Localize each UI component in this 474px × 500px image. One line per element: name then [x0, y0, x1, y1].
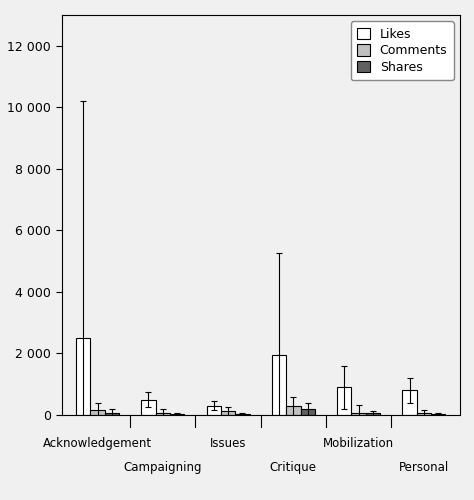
Bar: [76, 338, 91, 415]
Text: Campaigning: Campaigning: [124, 461, 202, 474]
Bar: [431, 414, 446, 415]
Bar: [235, 414, 250, 415]
Bar: [301, 409, 315, 415]
Bar: [141, 400, 155, 415]
Text: Critique: Critique: [270, 461, 317, 474]
Bar: [105, 412, 119, 415]
Bar: [170, 414, 184, 415]
Bar: [366, 413, 380, 415]
Bar: [221, 412, 235, 415]
Bar: [272, 355, 286, 415]
Bar: [155, 412, 170, 415]
Text: Issues: Issues: [210, 437, 246, 450]
Text: Mobilization: Mobilization: [323, 437, 394, 450]
Bar: [402, 390, 417, 415]
Bar: [91, 410, 105, 415]
Text: Acknowledgement: Acknowledgement: [43, 437, 152, 450]
Legend: Likes, Comments, Shares: Likes, Comments, Shares: [351, 21, 454, 80]
Bar: [337, 388, 351, 415]
Text: Personal: Personal: [399, 461, 449, 474]
Bar: [417, 414, 431, 415]
Bar: [207, 406, 221, 415]
Bar: [351, 412, 366, 415]
Bar: [286, 406, 301, 415]
